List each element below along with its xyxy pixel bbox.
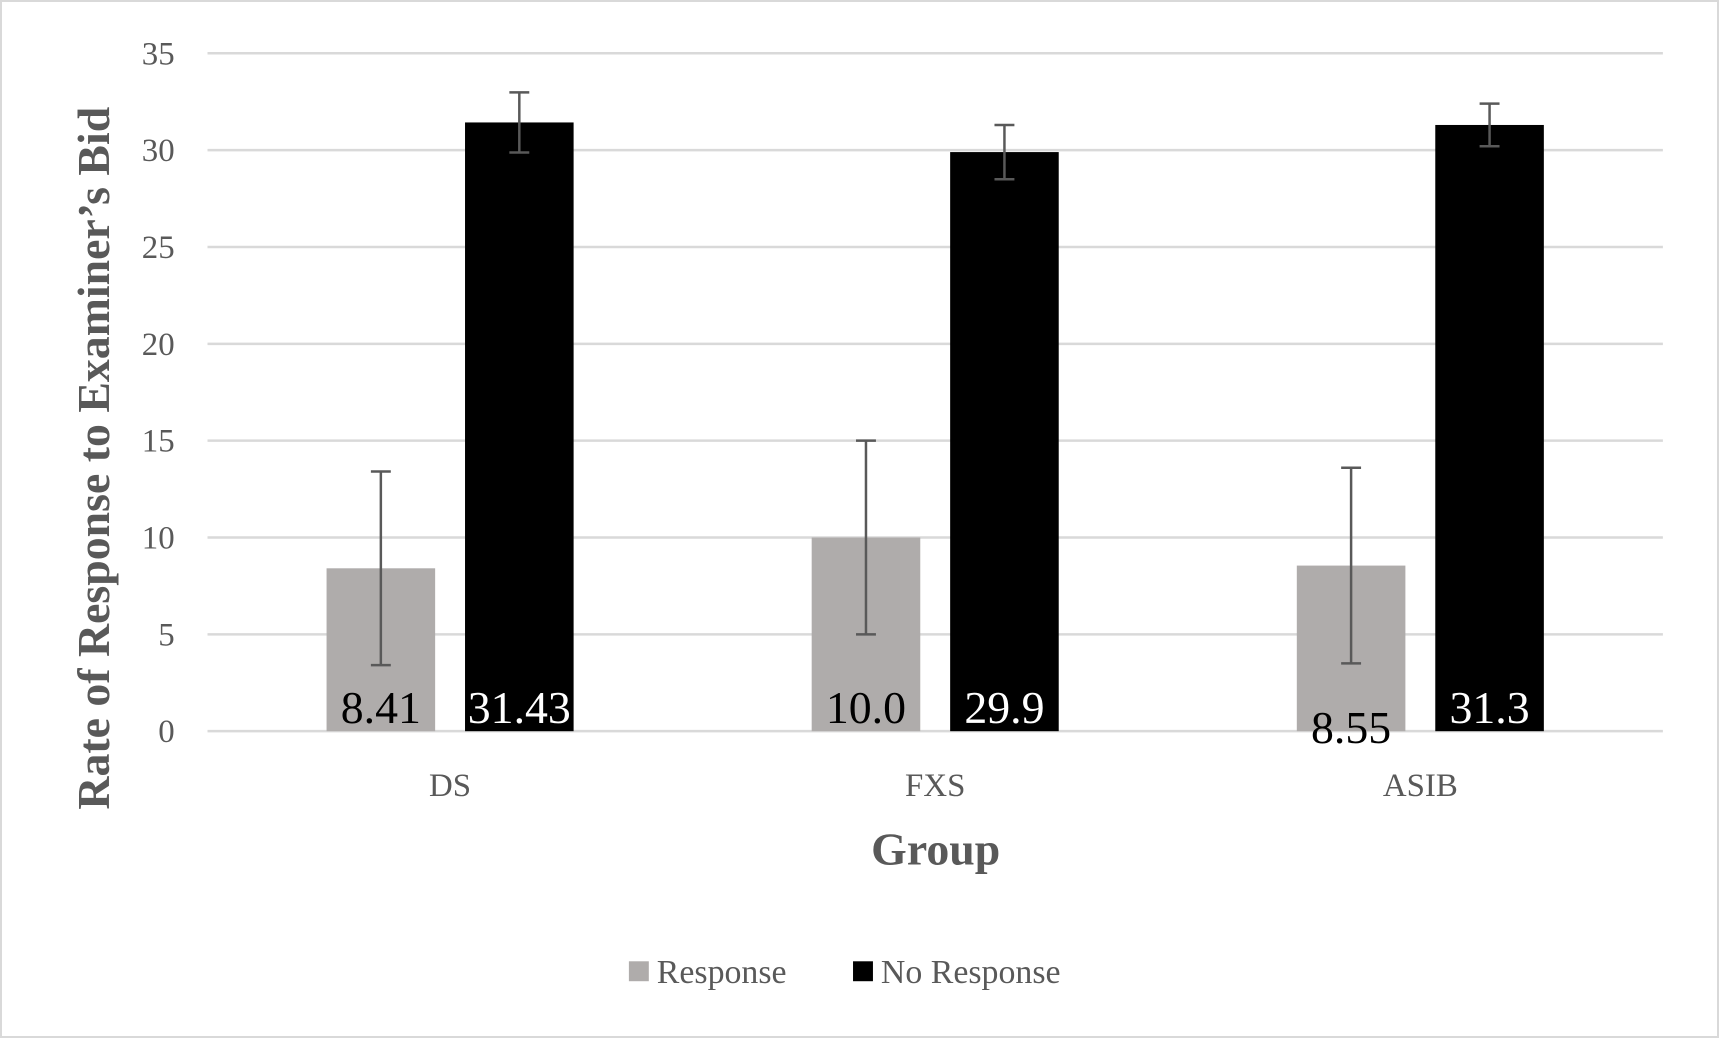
- bar-no-response: [950, 152, 1059, 732]
- legend: Response No Response: [628, 954, 1061, 991]
- category-label: FXS: [905, 768, 965, 804]
- y-tick-label: 25: [142, 230, 175, 266]
- bar-no-response: [1435, 124, 1544, 732]
- y-axis-title: Rate of Response to Examiner’s Bid: [68, 107, 119, 810]
- y-tick-label: 30: [142, 133, 175, 169]
- y-tick-label: 0: [158, 714, 174, 750]
- data-label: 31.3: [1449, 682, 1529, 733]
- legend-swatch: [628, 961, 649, 982]
- y-tick-label: 5: [158, 617, 174, 653]
- legend-label: No Response: [881, 954, 1061, 991]
- legend-label: Response: [657, 954, 787, 991]
- y-tick-label: 35: [142, 36, 175, 72]
- bar-no-response: [465, 122, 574, 732]
- data-label: 8.55: [1311, 702, 1391, 753]
- y-tick-label: 15: [142, 424, 175, 460]
- y-tick-label: 10: [142, 520, 175, 556]
- legend-swatch: [853, 961, 873, 982]
- bars: 8.41 31.43 10.0 29.9 8.55 31.3: [326, 91, 1544, 753]
- data-label: 31.43: [468, 682, 571, 733]
- gridlines: [207, 52, 1663, 733]
- data-label: 8.41: [341, 682, 421, 733]
- data-label: 29.9: [964, 682, 1044, 733]
- y-tick-label: 20: [142, 327, 175, 363]
- category-label: DS: [429, 768, 471, 804]
- x-axis-title: Group: [871, 824, 1000, 875]
- data-label: 10.0: [826, 682, 906, 733]
- category-label: ASIB: [1383, 768, 1458, 804]
- category-labels: DS FXS ASIB: [429, 768, 1458, 804]
- y-tick-labels: 0 5 10 15 20 25 30 35: [142, 36, 175, 750]
